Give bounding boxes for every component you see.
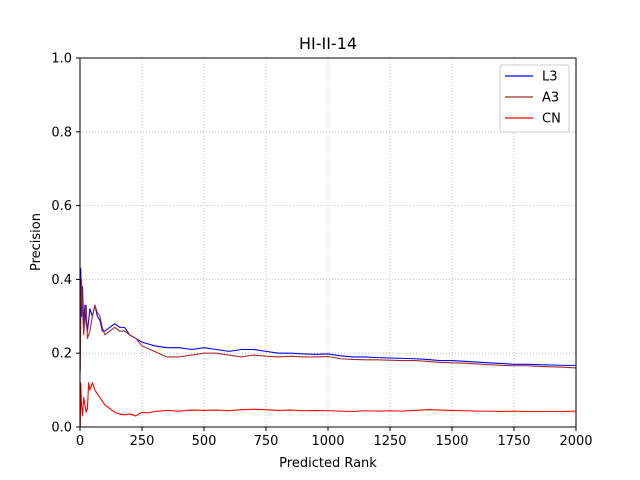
series-layer [79,267,577,428]
y-tick-label: 0.6 [51,199,72,214]
y-tick-label: 0.0 [51,421,72,436]
x-tick-label: 0 [76,434,84,449]
x-tick-label: 250 [130,434,155,449]
x-tick-label: 1000 [311,434,344,449]
y-tick-label: 1.0 [51,52,72,67]
legend-label-a3: A3 [542,91,559,106]
y-tick-label: 0.4 [51,273,72,288]
y-axis-label: Precision [29,213,44,271]
x-tick-label: 750 [254,434,279,449]
x-tick-label: 1750 [497,434,530,449]
x-axis-label: Predicted Rank [279,456,377,471]
legend-label-cn: CN [542,112,561,127]
legend-box [499,64,570,133]
x-tick-label: 1250 [373,434,406,449]
x-tick-label: 2000 [559,434,592,449]
y-tick-label: 0.2 [51,347,72,362]
x-tick-label: 500 [192,434,217,449]
plot-area [80,58,576,427]
series-line-a3 [79,278,577,372]
y-axis-ticks: 0.0 0.2 0.4 0.6 0.8 1.0 [51,52,80,436]
chart-title: HI-II-14 [299,34,357,53]
x-tick-label: 1500 [435,434,468,449]
series-line-cn [79,382,577,428]
legend-label-l3: L3 [542,70,558,85]
x-axis-ticks: 0 250 500 750 1000 1250 1500 1750 2000 [76,427,593,449]
y-tick-label: 0.8 [51,125,72,140]
legend: L3 A3 CN [499,64,570,133]
